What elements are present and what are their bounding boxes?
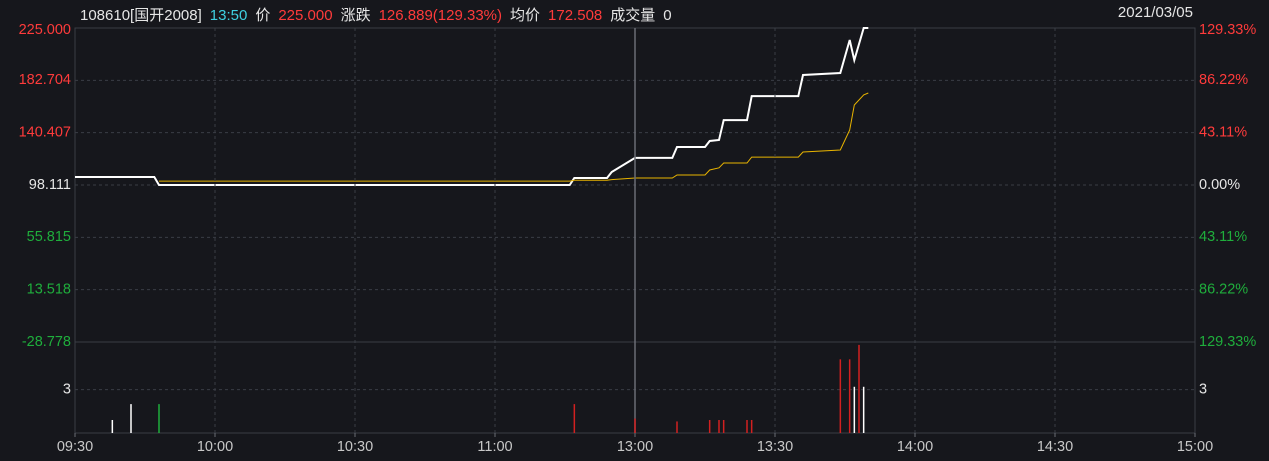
- y-tick-label: 55.815: [27, 229, 71, 245]
- volume-bar: [722, 420, 725, 433]
- x-tick-label: 14:30: [1037, 439, 1073, 455]
- label: 价: [255, 7, 271, 24]
- y2-tick-label: 129.33%: [1199, 334, 1256, 350]
- volume-bar: [746, 420, 748, 433]
- y2-tick-label: 3: [1199, 381, 1207, 397]
- code: 108610[国开2008]: [80, 7, 202, 24]
- x-tick-label: 13:00: [617, 439, 653, 455]
- y-tick-label: 3: [63, 381, 71, 397]
- volume-bar: [676, 421, 678, 433]
- volume-bar: [718, 420, 720, 433]
- label: 成交量: [610, 7, 656, 24]
- label: 均价: [510, 7, 541, 24]
- volume-bar: [848, 359, 851, 433]
- avg-price: 172.508: [548, 7, 603, 24]
- y2-tick-label: 43.11%: [1199, 229, 1247, 245]
- y2-tick-label: 43.11%: [1199, 124, 1247, 140]
- price-line: [159, 92, 869, 182]
- volume-bar: [708, 420, 711, 433]
- volume-bar: [862, 386, 865, 433]
- price: 225.000: [278, 7, 333, 24]
- x-tick-label: 10:00: [197, 439, 233, 455]
- volume-bar: [111, 420, 114, 433]
- price-line: [75, 27, 869, 186]
- x-tick-label: 15:00: [1177, 439, 1213, 455]
- volume-bar: [839, 359, 842, 433]
- y-tick-label: 182.704: [19, 72, 71, 88]
- y2-tick-label: 86.22%: [1199, 281, 1248, 297]
- y-tick-label: 98.111: [29, 177, 71, 193]
- volume-bar: [634, 418, 636, 433]
- x-tick-label: 10:30: [337, 439, 373, 455]
- y-tick-label: 13.518: [27, 281, 71, 297]
- y-tick-label: -28.778: [22, 334, 71, 350]
- header: 108610[国开2008] 13:50 价 225.000 涨跌 126.889(129…: [80, 4, 680, 25]
- change: 126.889(129.33%): [378, 7, 503, 24]
- y2-tick-label: 86.22%: [1199, 72, 1248, 88]
- volume-bar: [158, 404, 160, 433]
- x-tick-label: 09:30: [57, 439, 93, 455]
- volume-bar: [858, 344, 860, 433]
- x-tick-label: 13:30: [757, 439, 793, 455]
- y2-tick-label: 0.00%: [1199, 177, 1240, 193]
- y-tick-label: 140.407: [19, 124, 71, 140]
- volume-bar: [130, 404, 132, 433]
- time: 13:50: [209, 7, 248, 24]
- volume-bar: [750, 420, 753, 433]
- x-tick-label: 11:00: [477, 439, 512, 455]
- label: 涨跌: [340, 7, 371, 24]
- volume-bar: [573, 404, 576, 433]
- y2-tick-label: 129.33%: [1199, 22, 1256, 38]
- volume: 0: [663, 7, 672, 24]
- y-tick-label: 225.000: [19, 22, 71, 38]
- volume-bar: [853, 386, 856, 433]
- x-tick-label: 14:00: [897, 439, 933, 455]
- date: 2021/03/05: [1117, 4, 1193, 21]
